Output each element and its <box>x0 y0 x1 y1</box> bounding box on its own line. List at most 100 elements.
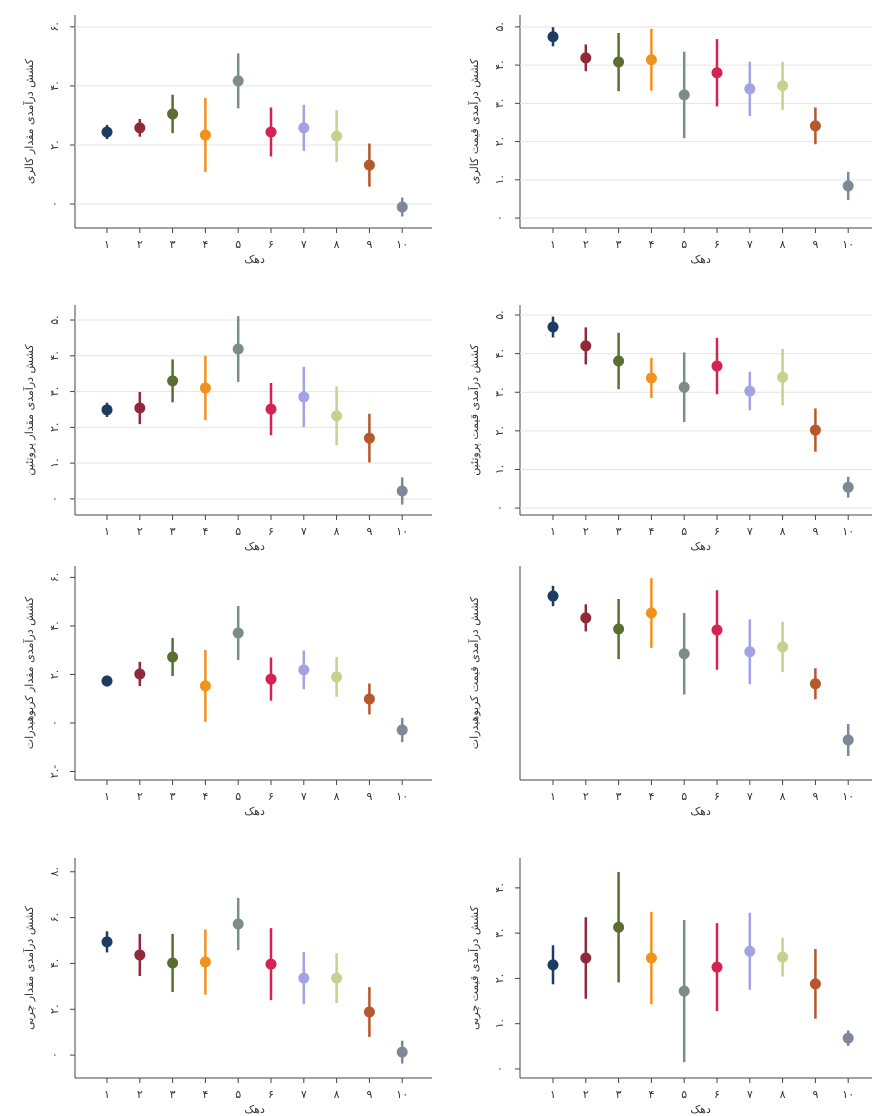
point <box>678 89 690 101</box>
x-tick-label: ۵ <box>235 1088 241 1101</box>
point <box>101 675 113 687</box>
point <box>842 481 854 493</box>
y-tick-label: ۵. <box>493 310 506 319</box>
y-tick-label: ۸. <box>48 867 61 876</box>
point <box>711 360 723 372</box>
point <box>265 673 277 685</box>
x-tick-label: ۲ <box>583 525 589 538</box>
point <box>232 918 244 930</box>
x-axis-label: دهک <box>690 540 711 553</box>
y-tick-label: ۱. <box>48 458 61 467</box>
point <box>809 120 821 132</box>
point <box>167 651 179 663</box>
point <box>232 627 244 639</box>
x-tick-label: ۵ <box>681 525 687 538</box>
x-axis-label: دهک <box>690 253 711 266</box>
point <box>167 957 179 969</box>
x-tick-label: ۳ <box>616 1088 622 1101</box>
point <box>101 404 113 416</box>
y-tick-label: ۴. <box>48 959 61 968</box>
x-tick-label: ۴ <box>202 1088 208 1101</box>
x-axis-label: دهک <box>244 805 265 818</box>
x-tick-label: ۱۰ <box>396 1088 408 1101</box>
x-tick-label: ۲ <box>137 525 143 538</box>
point <box>199 382 211 394</box>
point <box>298 122 310 134</box>
x-tick-label: ۳ <box>170 790 176 803</box>
point <box>711 67 723 79</box>
point <box>199 956 211 968</box>
point <box>809 424 821 436</box>
x-tick-label: ۱ <box>550 790 556 803</box>
point <box>298 972 310 984</box>
point <box>777 641 789 653</box>
y-tick-label: ۶. <box>48 913 61 922</box>
point <box>744 83 756 95</box>
point <box>363 159 375 171</box>
y-axis-label: کشش درآمدی مقدار چربی <box>22 905 36 1030</box>
point <box>199 680 211 692</box>
point <box>744 646 756 658</box>
point <box>363 693 375 705</box>
y-tick-label: ۳. <box>493 388 506 397</box>
y-tick-label: ۶. <box>48 22 61 31</box>
point <box>777 80 789 92</box>
x-tick-label: ۶ <box>268 1088 274 1101</box>
x-tick-label: ۹ <box>812 525 818 538</box>
point <box>809 678 821 690</box>
point <box>744 945 756 957</box>
y-axis-label: کشش درآمدی مقدار کالری <box>22 58 36 184</box>
y-tick-label: ۱. <box>493 465 506 474</box>
point <box>580 52 592 64</box>
point <box>396 201 408 213</box>
x-tick-label: ۶ <box>268 525 274 538</box>
y-tick-label: ۴. <box>48 351 61 360</box>
x-tick-label: ۳ <box>170 1088 176 1101</box>
point <box>547 590 559 602</box>
x-tick-label: ۹ <box>366 1088 372 1101</box>
point <box>711 624 723 636</box>
point <box>134 402 146 414</box>
point <box>232 75 244 87</box>
point <box>645 607 657 619</box>
y-tick-label: ۰ <box>48 496 61 502</box>
x-tick-label: ۸ <box>334 525 340 538</box>
x-tick-label: ۷ <box>301 238 307 251</box>
point <box>199 129 211 141</box>
x-tick-label: ۹ <box>366 525 372 538</box>
point <box>613 623 625 635</box>
x-tick-label: ۷ <box>301 790 307 803</box>
y-tick-label: ۳. <box>48 387 61 396</box>
x-tick-label: ۸ <box>334 1088 340 1101</box>
x-tick-label: ۸ <box>334 238 340 251</box>
x-tick-label: ۱۰ <box>396 238 408 251</box>
point <box>298 664 310 676</box>
x-tick-label: ۳ <box>170 525 176 538</box>
x-tick-label: ۱۰ <box>842 238 854 251</box>
x-tick-label: ۱ <box>550 1088 556 1101</box>
x-tick-label: ۸ <box>780 790 786 803</box>
y-axis-label: کشش درآمدی قیمت کالری <box>467 58 481 184</box>
x-tick-label: ۱۰ <box>842 790 854 803</box>
x-tick-label: ۱۰ <box>396 790 408 803</box>
point <box>167 375 179 387</box>
y-axis-label: کشش درآمدی قیمت پروتئین <box>467 344 481 476</box>
y-tick-label: ۲. <box>48 670 61 679</box>
x-tick-label: ۵ <box>681 790 687 803</box>
point <box>580 952 592 964</box>
point <box>613 355 625 367</box>
x-tick-label: ۶ <box>714 1088 720 1101</box>
point <box>711 961 723 973</box>
x-tick-label: ۵ <box>235 790 241 803</box>
point <box>809 978 821 990</box>
x-tick-label: ۸ <box>780 525 786 538</box>
y-tick-label: ۰ <box>48 720 61 726</box>
point <box>777 951 789 963</box>
x-axis-label: دهک <box>244 540 265 553</box>
y-axis-label: کشش درآمدی مقدار کربوهیدرات <box>22 596 36 749</box>
y-tick-label: ۰ <box>493 215 506 221</box>
y-tick-label: ۴. <box>493 883 506 892</box>
x-tick-label: ۶ <box>268 238 274 251</box>
point <box>842 1032 854 1044</box>
x-tick-label: ۷ <box>301 1088 307 1101</box>
